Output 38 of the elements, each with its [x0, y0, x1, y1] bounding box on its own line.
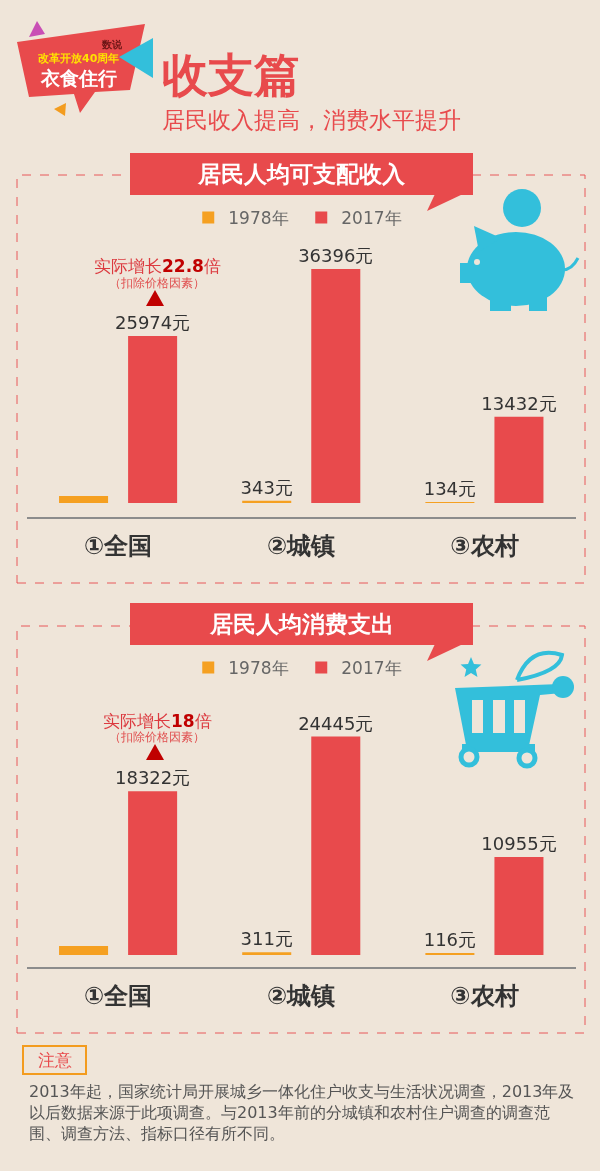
text: 收支篇	[162, 48, 300, 102]
x-tick-label: ②城镇	[267, 981, 336, 1010]
x-tick-label: ①全国	[83, 981, 153, 1010]
data-label: 343元	[240, 476, 293, 498]
annotation: （扣除价格因素）	[109, 730, 205, 744]
text: 2013年起，国家统计局开展城乡一体化住户收支与生活状况调查，2013年及以后数据来源于此项调查。与2013年前的分城镇和农村住户调查的调查范围、调查方法、指标口径有所不同。	[29, 1082, 575, 1143]
data-label: 18322元	[114, 767, 191, 789]
legend-label: 1978年	[228, 208, 289, 229]
text: 居民收入提高，消费水平提升	[162, 107, 461, 133]
legend-label: 2017年	[341, 208, 402, 229]
x-tick-label: ③农村	[450, 981, 519, 1010]
data-label: 116元	[423, 929, 477, 950]
bar	[59, 946, 109, 955]
annotation: （扣除价格因素）	[109, 276, 205, 290]
bar	[59, 495, 109, 503]
bar	[128, 336, 178, 503]
data-label: 24445元	[298, 712, 374, 734]
x-tick-label: ③农村	[450, 531, 519, 560]
data-label: 134元	[423, 478, 477, 499]
text: 注意	[37, 1050, 72, 1070]
data-label: 25974元	[114, 312, 191, 334]
text: 实际增长18倍	[103, 711, 212, 731]
bar	[311, 269, 361, 503]
data-label: 13432元	[481, 392, 557, 414]
bar	[494, 416, 544, 503]
legend-label: 1978年	[228, 658, 289, 679]
data-label: 36396元	[298, 245, 374, 266]
data-label: 311元	[240, 928, 293, 950]
bar	[311, 736, 361, 955]
bar	[494, 857, 544, 955]
annotation: 实际增长22.8倍	[94, 256, 221, 276]
x-tick-label: ①全国	[83, 531, 153, 560]
legend-label: 2017年	[341, 658, 402, 679]
bar	[128, 791, 178, 955]
data-label: 10955元	[481, 833, 557, 855]
bar	[242, 500, 292, 503]
x-tick-label: ②城镇	[267, 531, 336, 560]
bar	[242, 952, 292, 955]
